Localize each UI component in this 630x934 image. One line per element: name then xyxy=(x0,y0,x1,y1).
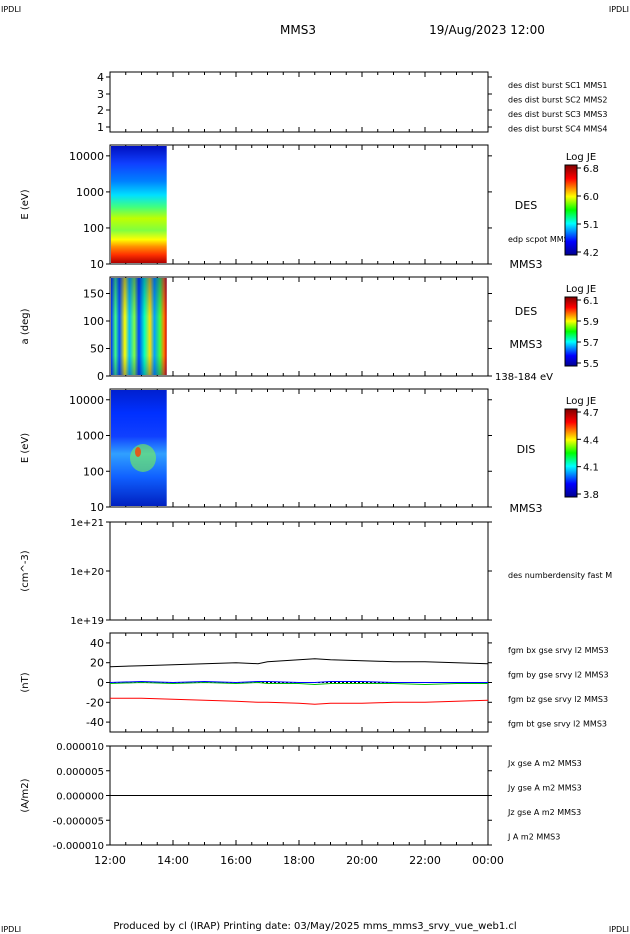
density-ylabel: (cm^-3) xyxy=(20,550,31,591)
des_energy-colorbar-tick-label: 4.2 xyxy=(583,248,599,259)
burst-tick-label: 1 xyxy=(97,121,104,134)
corner-logo-top-left: IPDLI xyxy=(1,5,21,14)
x-tick-label: 16:00 xyxy=(220,854,252,867)
des_pitch-colorbar xyxy=(564,296,578,367)
footer-credit: Produced by cl (IRAP) Printing date: 03/… xyxy=(113,921,516,932)
x-tick-label: 18:00 xyxy=(283,854,315,867)
current-legend-item: J A m2 MMS3 xyxy=(507,833,560,842)
density-tick-label: 1e+21 xyxy=(70,518,104,529)
fgm-tick-label: 0 xyxy=(97,677,104,690)
fgm-tick-label: -40 xyxy=(86,716,104,729)
des_pitch-colorbar-title: Log JE xyxy=(566,284,596,295)
des_pitch-tick-label: 150 xyxy=(83,288,104,301)
x-tick-label: 00:00 xyxy=(472,854,504,867)
des_energy-colorbar-tick-label: 6.8 xyxy=(583,164,599,175)
x-tick-label: 22:00 xyxy=(409,854,441,867)
des-pitch-shading xyxy=(111,278,167,375)
des-pitch-label: DES xyxy=(515,305,537,318)
fgm-ylabel: (nT) xyxy=(20,672,31,692)
current-tick-label: 0.000010 xyxy=(56,742,104,753)
dis_energy-colorbar-tick-label: 4.1 xyxy=(583,463,599,474)
fgm-tick-label: 40 xyxy=(90,637,104,650)
dis_energy-tick-label: 1000 xyxy=(76,430,104,443)
fgm-legend-item: fgm bt gse srvy l2 MMS3 xyxy=(508,720,607,729)
dis_energy-tick-label: 100 xyxy=(83,465,104,478)
current-legend-item: Jz gse A m2 MMS3 xyxy=(507,808,581,817)
dis_energy-colorbar xyxy=(564,408,578,498)
fgm-series-line-3 xyxy=(109,658,489,668)
des-pitch-energy-label: 138-184 eV xyxy=(495,372,553,383)
dis-energy-label: DIS xyxy=(517,443,536,456)
des_pitch-tick-label: 100 xyxy=(83,315,104,328)
density-legend: des numberdensity fast M xyxy=(508,571,612,580)
burst-frame xyxy=(109,71,489,133)
current-tick-label: 0.000000 xyxy=(56,792,104,803)
des_energy-tick-label: 100 xyxy=(83,222,104,235)
dis-energy-ylabel: E (eV) xyxy=(20,433,31,463)
fgm-tick-label: -20 xyxy=(86,696,104,709)
corner-logo-bottom-right: IPDLI xyxy=(609,925,629,934)
des_energy-tick-label: 10000 xyxy=(69,150,104,163)
dis_energy-colorbar-title: Log JE xyxy=(566,396,596,407)
current-legend-item: Jx gse A m2 MMS3 xyxy=(507,759,582,768)
fgm-series-line-0 xyxy=(110,697,489,705)
burst-tick-label: 4 xyxy=(97,71,104,84)
des-energy-spectrogram xyxy=(111,146,167,263)
x-tick-label: 12:00 xyxy=(94,854,126,867)
dis_energy-tick-label: 10 xyxy=(90,501,104,514)
des-energy-ylabel: E (eV) xyxy=(20,189,31,219)
des-pitch-sc-label: MMS3 xyxy=(510,338,543,351)
fgm-tick-label: 20 xyxy=(90,657,104,670)
burst-legend-item: des dist burst SC3 MMS3 xyxy=(508,110,607,119)
des_pitch-colorbar-tick-label: 5.7 xyxy=(583,338,599,349)
current-tick-label: 0.000005 xyxy=(56,767,104,778)
fgm-series-line-2 xyxy=(109,680,488,684)
density-tick-label: 1e+20 xyxy=(70,567,104,578)
plot-mission-title: MMS3 xyxy=(280,23,316,37)
des_energy-colorbar-title: Log JE xyxy=(566,152,596,163)
des_pitch-colorbar-tick-label: 5.5 xyxy=(583,359,599,370)
burst-tick-label: 2 xyxy=(97,104,104,117)
fgm-legend-item: fgm by gse srvy l2 MMS3 xyxy=(508,671,609,680)
des-pitch-ylabel: a (deg) xyxy=(20,308,31,344)
fgm-series-line-1 xyxy=(109,681,488,686)
dis-energy-sc-label: MMS3 xyxy=(510,502,543,515)
fgm-legend-item: fgm bx gse srvy l2 MMS3 xyxy=(508,646,609,655)
dis_energy-colorbar-tick-label: 4.7 xyxy=(583,408,599,419)
des_pitch-tick-label: 0 xyxy=(97,370,104,383)
burst-legend-item: des dist burst SC1 MMS1 xyxy=(508,81,607,90)
dis_energy-colorbar-tick-label: 4.4 xyxy=(583,435,599,446)
dis-energy-peak xyxy=(135,447,141,457)
current-tick-label: -0.000010 xyxy=(53,841,104,852)
dens-frame xyxy=(109,521,489,621)
des_energy-colorbar-tick-label: 6.0 xyxy=(583,192,599,203)
des_energy-tick-label: 10 xyxy=(90,258,104,271)
dis_energy-tick-label: 10000 xyxy=(69,394,104,407)
current-tick-label: -0.000005 xyxy=(53,816,104,827)
corner-logo-bottom-left: IPDLI xyxy=(1,925,21,934)
des_pitch-colorbar-tick-label: 5.9 xyxy=(583,317,599,328)
des-scpot-label: edp scpot MMS3 xyxy=(508,235,574,244)
des_energy-colorbar-tick-label: 5.1 xyxy=(583,220,599,231)
burst-legend-item: des dist burst SC4 MMS4 xyxy=(508,125,607,134)
des_pitch-colorbar-tick-label: 6.1 xyxy=(583,296,599,307)
burst-legend-item: des dist burst SC2 MMS2 xyxy=(508,96,607,105)
des_energy-colorbar xyxy=(564,164,578,256)
x-tick-label: 14:00 xyxy=(157,854,189,867)
fgm-legend-item: fgm bz gse srvy l2 MMS3 xyxy=(508,695,608,704)
current-legend-item: Jy gse A m2 MMS3 xyxy=(507,784,582,793)
des_pitch-tick-label: 50 xyxy=(90,343,104,356)
density-tick-label: 1e+19 xyxy=(70,616,104,627)
burst-tick-label: 3 xyxy=(97,88,104,101)
current-ylabel: (A/m2) xyxy=(20,778,31,812)
des-energy-sc-label: MMS3 xyxy=(510,258,543,271)
x-tick-label: 20:00 xyxy=(346,854,378,867)
des-energy-label: DES xyxy=(515,199,537,212)
plot-datetime: 19/Aug/2023 12:00 xyxy=(429,23,545,37)
dis-energy-hotspot xyxy=(130,444,156,472)
corner-logo-top-right: IPDLI xyxy=(609,5,629,14)
dis_energy-colorbar-tick-label: 3.8 xyxy=(583,490,599,501)
des_energy-tick-label: 1000 xyxy=(76,186,104,199)
